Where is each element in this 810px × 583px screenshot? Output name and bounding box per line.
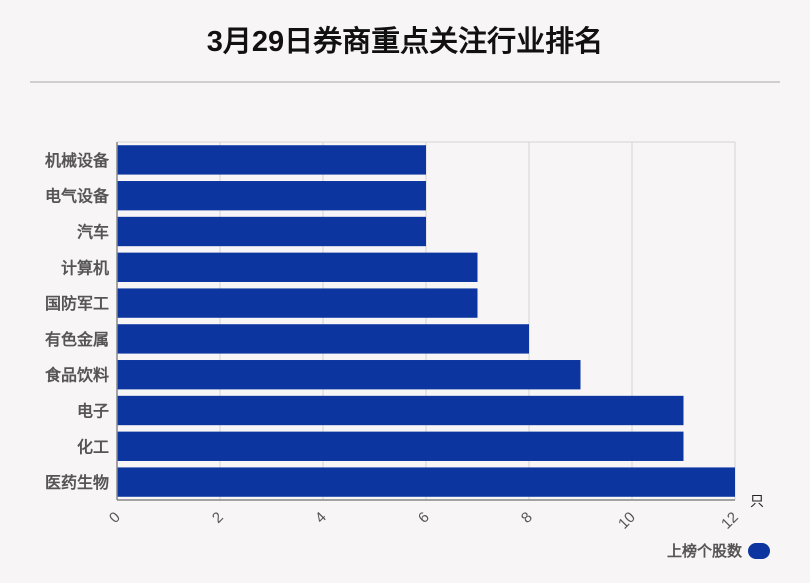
bar-电子[interactable]: [117, 395, 684, 426]
category-label: 食品饮料: [44, 366, 109, 385]
legend-label: 上榜个股数: [666, 543, 742, 560]
category-label: 医药生物: [45, 473, 109, 492]
x-tick-label: 10: [615, 509, 639, 533]
bar-食品饮料[interactable]: [117, 360, 581, 390]
category-label: 汽车: [77, 223, 109, 242]
x-tick-label: 12: [718, 509, 742, 533]
x-tick-label: 4: [312, 509, 330, 527]
category-label: 电气设备: [45, 187, 110, 206]
chart-title: 3月29日券商重点关注行业排名: [206, 26, 604, 58]
x-tick-label: 2: [209, 509, 227, 527]
category-label: 化工: [77, 437, 109, 456]
bar-汽车[interactable]: [117, 216, 426, 247]
category-label: 电子: [77, 402, 109, 421]
axes: [116, 142, 735, 501]
bar-国防军工[interactable]: [117, 288, 478, 318]
bar-计算机[interactable]: [117, 252, 478, 282]
category-label: 机械设备: [45, 151, 110, 170]
x-tick-labels: 0 2 4 6 8 10 12: [106, 509, 742, 533]
bar-化工[interactable]: [117, 431, 684, 461]
title-divider: [30, 81, 780, 83]
bar-医药生物[interactable]: [117, 467, 735, 497]
x-tick-label: 6: [415, 509, 433, 527]
category-label: 计算机: [61, 258, 109, 277]
bar-机械设备[interactable]: [117, 145, 426, 175]
x-tick-label: 0: [106, 509, 124, 527]
x-tick-label: 8: [518, 509, 536, 527]
legend-swatch: [748, 542, 770, 559]
category-label: 有色金属: [45, 330, 109, 349]
bar-有色金属[interactable]: [117, 324, 529, 354]
x-unit-label: 只: [750, 493, 764, 509]
bars: [117, 145, 735, 497]
category-label: 国防军工: [45, 294, 109, 313]
legend[interactable]: 上榜个股数: [667, 540, 770, 561]
bar-电气设备[interactable]: [117, 181, 426, 211]
